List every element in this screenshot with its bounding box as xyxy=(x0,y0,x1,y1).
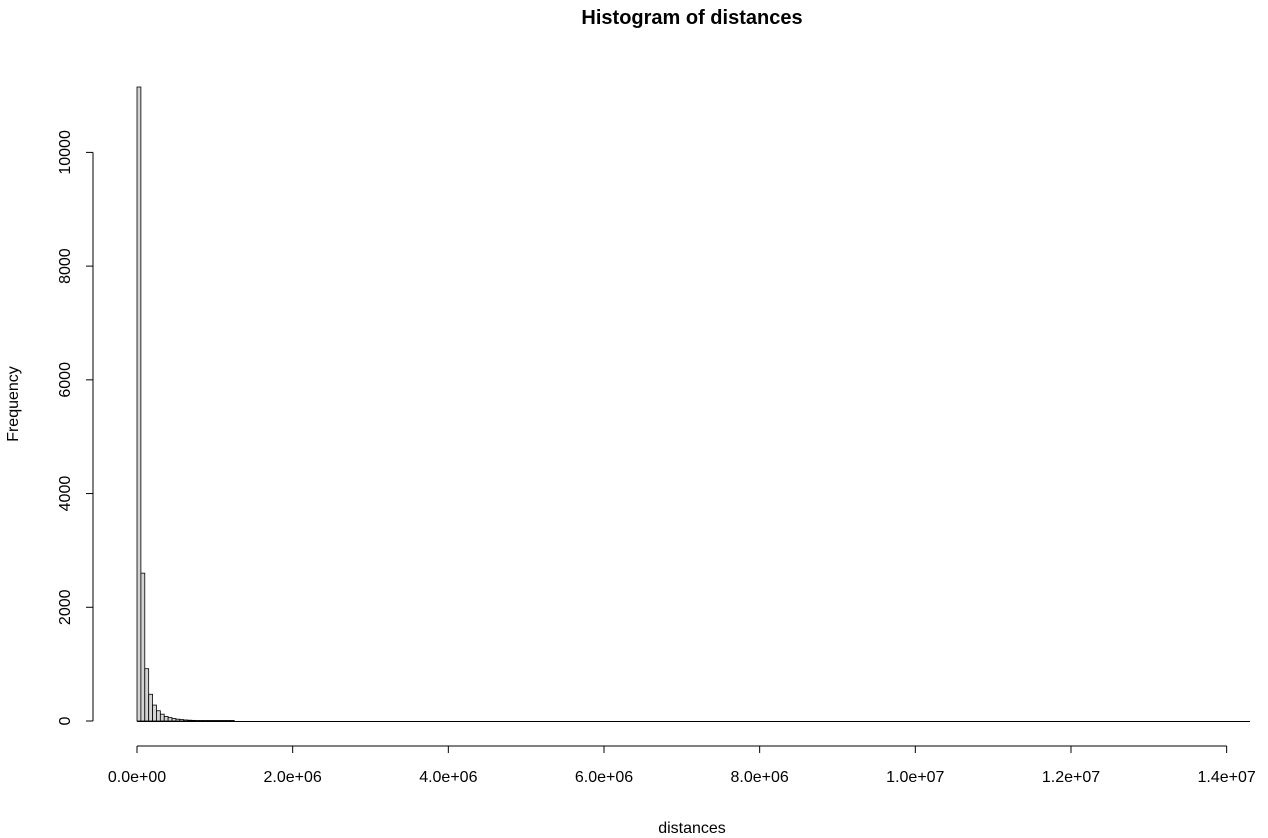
histogram-bar xyxy=(144,668,150,722)
y-tick-label: 4000 xyxy=(57,476,74,512)
histogram-bar xyxy=(214,720,220,722)
histogram-bar xyxy=(191,719,196,722)
x-tick-label: 4.0e+06 xyxy=(419,769,477,786)
x-axis-label: distances xyxy=(658,820,726,837)
x-tick-label: 1.0e+07 xyxy=(886,769,944,786)
y-tick-label: 10000 xyxy=(57,130,74,175)
histogram-bar xyxy=(163,716,169,722)
y-tick-label: 6000 xyxy=(57,362,74,398)
histogram-bar xyxy=(194,720,200,722)
histogram-bar xyxy=(156,710,161,722)
x-tick-label: 1.2e+07 xyxy=(1042,769,1100,786)
x-tick-label: 8.0e+06 xyxy=(731,769,789,786)
histogram-bar xyxy=(183,719,188,722)
x-tick-label: 1.4e+07 xyxy=(1198,769,1256,786)
histogram-bar xyxy=(206,720,212,722)
x-tick-label: 0.0e+00 xyxy=(108,769,166,786)
histogram-bar xyxy=(210,720,216,722)
histogram-bar xyxy=(136,86,142,722)
y-tick-label: 8000 xyxy=(57,248,74,284)
histogram-bars xyxy=(136,86,235,722)
histogram-bar xyxy=(140,572,146,722)
histogram-bar xyxy=(175,718,181,722)
y-axis: 0 2000 4000 6000 8000 10000 xyxy=(57,130,94,725)
histogram-bar xyxy=(202,720,208,722)
histogram-bar xyxy=(171,718,177,722)
y-tick-label: 2000 xyxy=(57,589,74,625)
histogram-bar xyxy=(187,719,192,722)
histogram-bar xyxy=(152,704,157,722)
x-axis: 0.0e+00 2.0e+06 4.0e+06 6.0e+06 8.0e+06 1.0e+… xyxy=(108,745,1256,786)
histogram-bar xyxy=(148,693,153,722)
histogram-bar xyxy=(229,720,235,722)
histogram-bar xyxy=(167,717,173,722)
y-axis-label: Frequency xyxy=(5,366,22,442)
histogram-bar xyxy=(198,720,204,722)
histogram-bar xyxy=(159,713,165,722)
histogram-bar xyxy=(226,720,231,722)
histogram-bar xyxy=(222,720,227,722)
histogram-bar xyxy=(218,720,224,722)
y-tick-label: 0 xyxy=(57,716,74,725)
x-tick-label: 2.0e+06 xyxy=(264,769,322,786)
histogram-bar xyxy=(179,719,185,722)
chart-title: Histogram of distances xyxy=(581,7,802,29)
x-tick-label: 6.0e+06 xyxy=(575,769,633,786)
